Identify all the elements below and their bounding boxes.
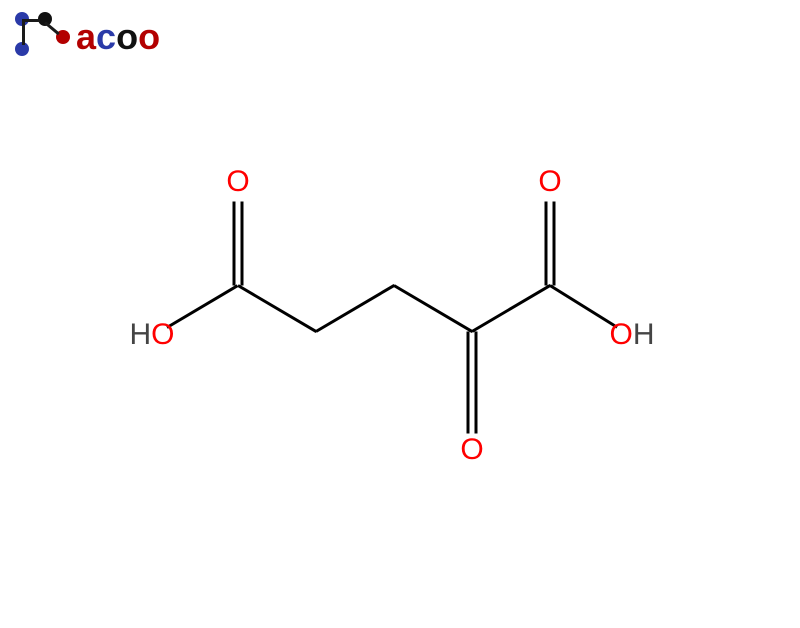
bond-double (545, 202, 548, 286)
logo-letter: o (116, 16, 138, 58)
bond-double (475, 332, 478, 434)
atom-H: H (129, 318, 151, 351)
atom-O: O (460, 433, 483, 466)
bond-single (471, 284, 551, 333)
logo-letter: o (138, 16, 160, 58)
bond-single (167, 284, 239, 328)
logo-letter: c (96, 16, 116, 58)
bond-single (315, 284, 395, 333)
logo-graphic (12, 12, 72, 62)
atom-label: O (538, 165, 561, 199)
bond-double (241, 202, 244, 286)
bond-double (233, 202, 236, 286)
logo-text: acoo (76, 16, 160, 58)
canvas: acoo HOOOOOH (0, 0, 800, 628)
bond-double (553, 202, 556, 286)
bond-double (467, 332, 470, 434)
bond-single (393, 284, 473, 333)
atom-label: O (460, 433, 483, 467)
atom-label: O (226, 165, 249, 199)
logo-line (22, 19, 25, 45)
logo-line (44, 21, 60, 35)
atom-O: O (226, 165, 249, 198)
bond-single (549, 284, 617, 328)
atom-O: O (151, 318, 174, 351)
atom-H: H (633, 318, 655, 351)
atom-label: OH (609, 318, 654, 352)
atom-label: HO (129, 318, 174, 352)
atom-O: O (538, 165, 561, 198)
logo-letter: a (76, 16, 96, 58)
watermark-logo: acoo (12, 12, 160, 62)
bond-single (237, 284, 317, 333)
molecule-diagram: HOOOOOH (130, 160, 670, 470)
atom-O: O (609, 318, 632, 351)
